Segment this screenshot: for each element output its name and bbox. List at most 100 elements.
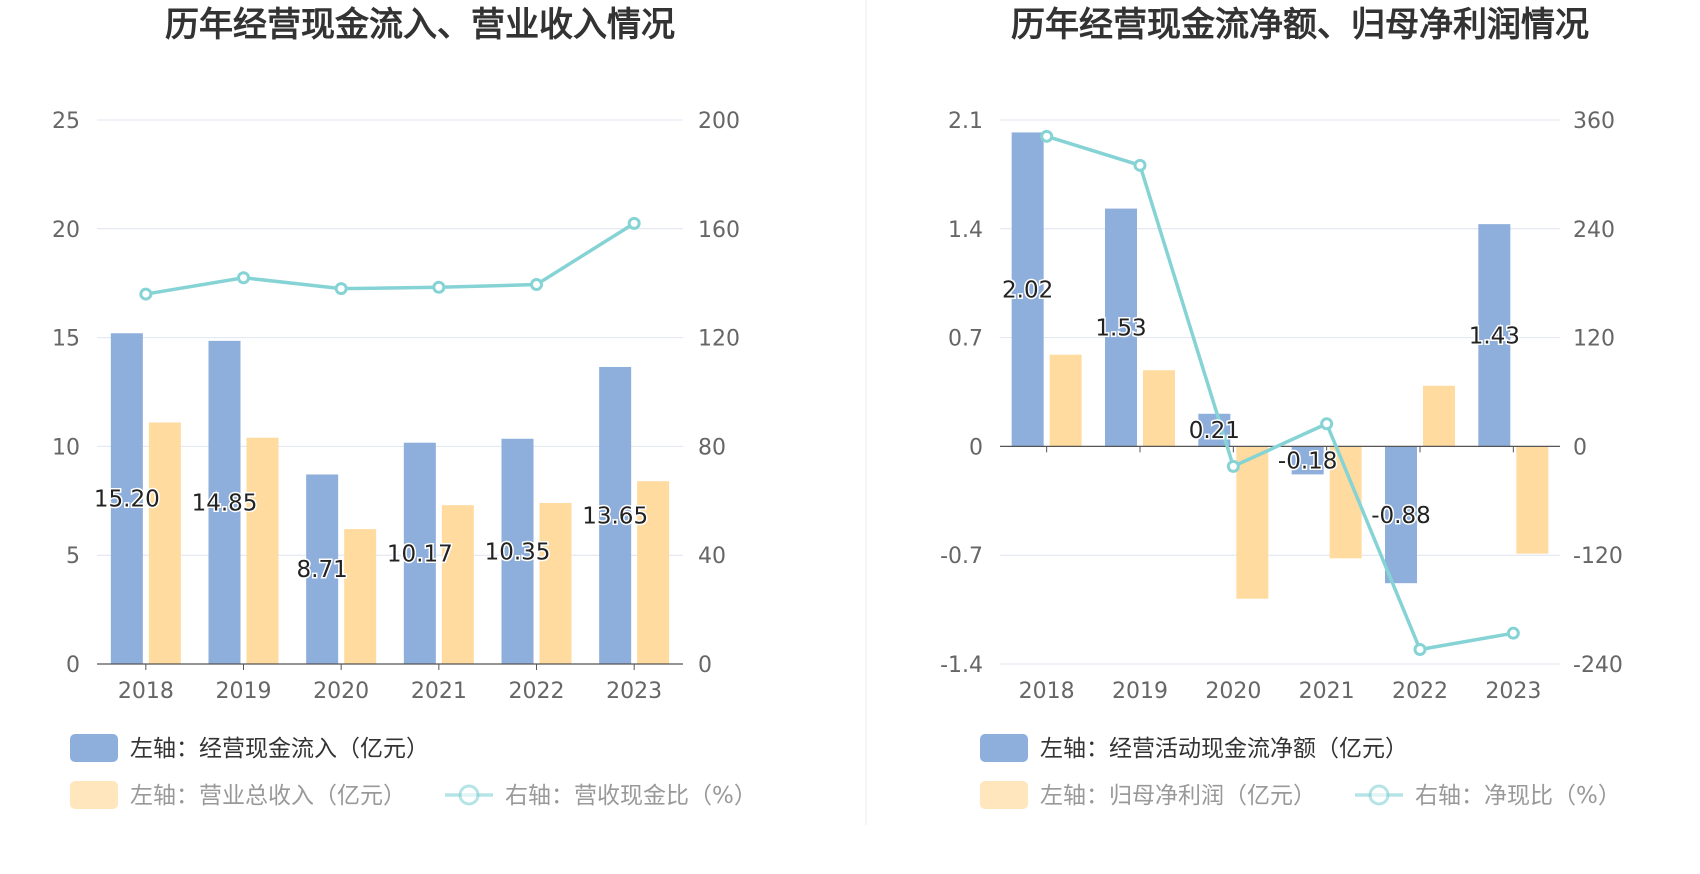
- bar-data-label: 14.85: [192, 490, 258, 516]
- line-point: [1320, 417, 1334, 431]
- right-axis-tick-label: 0: [698, 653, 712, 678]
- left-axis-tick-label: 5: [66, 544, 80, 569]
- bar-secondary: [246, 437, 279, 664]
- line-series: [1046, 134, 1514, 652]
- bar-data-label: -0.88: [1371, 503, 1431, 529]
- bar-primary: [1385, 446, 1417, 584]
- bar-primary: [306, 474, 339, 664]
- x-axis-tick-label: 2023: [606, 679, 662, 704]
- bar-primary: [1105, 208, 1137, 447]
- right-axis-tick-label: 0: [1573, 435, 1587, 460]
- bar-data-label: -0.18: [1278, 448, 1338, 474]
- bar-secondary: [1516, 446, 1549, 554]
- legend-swatch-secondary: [980, 781, 1028, 809]
- bar-secondary: [539, 502, 572, 664]
- left-axis-tick-label: 0: [66, 653, 80, 678]
- left-axis-tick-label: 20: [52, 218, 80, 243]
- line-series: [145, 221, 636, 296]
- x-axis-tick-label: 2018: [1019, 679, 1075, 704]
- left-axis-tick-label: 10: [52, 435, 80, 460]
- bar-secondary: [1049, 354, 1082, 447]
- left-axis-tick-label: 1.4: [948, 218, 983, 243]
- legend-swatch-line-marker: [458, 784, 480, 806]
- chart-title: 历年经营现金流净额、归母净利润情况: [1011, 5, 1589, 45]
- left-axis-tick-label: 0.7: [948, 327, 983, 352]
- line-point: [1040, 129, 1054, 143]
- right-axis-tick-label: 120: [698, 327, 740, 352]
- line-point: [1226, 459, 1240, 473]
- legend-label-secondary: 左轴：营业总收入（亿元）: [130, 783, 406, 809]
- x-axis-tick-label: 2019: [216, 679, 272, 704]
- bar-primary: [1291, 446, 1324, 475]
- x-axis-tick-label: 2022: [509, 679, 565, 704]
- right-axis-tick-label: 200: [698, 109, 740, 134]
- legend-swatch-secondary: [70, 781, 118, 809]
- x-axis-tick-label: 2022: [1392, 679, 1448, 704]
- x-axis-tick-label: 2021: [411, 679, 467, 704]
- bar-secondary: [1329, 446, 1362, 559]
- x-axis-tick-label: 2023: [1485, 679, 1541, 704]
- bar-data-label: 10.35: [485, 539, 551, 565]
- right-axis-tick-label: -240: [1573, 653, 1623, 678]
- bar-secondary: [1143, 370, 1175, 447]
- bar-secondary: [148, 422, 181, 664]
- legend-label-primary: 左轴：经营现金流入（亿元）: [130, 736, 429, 762]
- bar-primary: [501, 438, 534, 664]
- right-axis-tick-label: 360: [1573, 109, 1615, 134]
- bar-data-label: 2.02: [1002, 277, 1053, 303]
- right-axis-tick-label: 160: [698, 218, 740, 243]
- right-axis-tick-label: 120: [1573, 327, 1615, 352]
- line-point: [334, 282, 348, 296]
- line-point: [627, 216, 641, 230]
- bar-data-label: 15.20: [94, 487, 160, 513]
- bar-primary: [599, 366, 632, 664]
- bar-data-label: 8.71: [297, 557, 348, 583]
- line-point: [1413, 642, 1427, 656]
- bar-data-label: 1.43: [1469, 323, 1520, 349]
- x-axis-tick-label: 2019: [1112, 679, 1168, 704]
- line-point: [530, 278, 543, 292]
- line-point: [432, 280, 446, 294]
- bar-secondary: [1423, 385, 1455, 447]
- right-axis-tick-label: 240: [1573, 218, 1615, 243]
- legend-label-secondary: 左轴：归母净利润（亿元）: [1040, 783, 1316, 809]
- left-axis-tick-label: 25: [52, 109, 80, 134]
- bar-primary: [110, 333, 143, 664]
- line-point: [1506, 626, 1520, 640]
- line-point: [139, 287, 153, 301]
- line-point: [237, 271, 250, 285]
- legend-swatch-line-marker: [1368, 784, 1390, 806]
- bar-primary: [1011, 132, 1044, 447]
- bar-data-label: 13.65: [582, 503, 648, 529]
- chart-netcash-netprofit: 历年经营现金流净额、归母净利润情况 -1.4 -0.7 0 0.7 1.4 2.1 -240 -…: [940, 5, 1623, 809]
- bar-secondary: [344, 529, 377, 664]
- legend-swatch-primary: [980, 734, 1028, 762]
- chart-cashflow-revenue: 历年经营现金流入、营业收入情况 0 5 10 15 20 25 0 40 80 120 160 200 2…: [52, 5, 757, 809]
- legend-label-primary: 左轴：经营活动现金流净额（亿元）: [1040, 736, 1408, 762]
- legend-label-line: 右轴：营收现金比（%）: [505, 783, 757, 809]
- left-axis-tick-label: 15: [52, 327, 80, 352]
- bar-secondary: [637, 481, 670, 664]
- left-axis-tick-label: 0: [969, 435, 983, 460]
- right-axis-tick-label: -120: [1573, 544, 1623, 569]
- x-axis-tick-label: 2021: [1299, 679, 1355, 704]
- right-axis-tick-label: 40: [698, 544, 726, 569]
- line-point: [1133, 158, 1147, 172]
- legend-label-line: 右轴：净现比（%）: [1415, 783, 1621, 809]
- chart-title: 历年经营现金流入、营业收入情况: [165, 5, 675, 45]
- bar-secondary: [441, 505, 474, 664]
- bar-primary: [1478, 224, 1511, 447]
- bar-data-label: 1.53: [1095, 315, 1146, 341]
- x-axis-tick-label: 2020: [1205, 679, 1261, 704]
- bar-primary: [208, 340, 241, 664]
- bar-data-label: 0.21: [1189, 418, 1240, 444]
- bar-primary: [403, 442, 436, 664]
- x-axis-tick-label: 2020: [313, 679, 369, 704]
- left-axis-tick-label: 2.1: [948, 109, 983, 134]
- x-axis-tick-label: 2018: [118, 679, 174, 704]
- legend-swatch-primary: [70, 734, 118, 762]
- left-axis-tick-label: -0.7: [940, 544, 983, 569]
- right-axis-tick-label: 80: [698, 435, 726, 460]
- left-axis-tick-label: -1.4: [940, 653, 983, 678]
